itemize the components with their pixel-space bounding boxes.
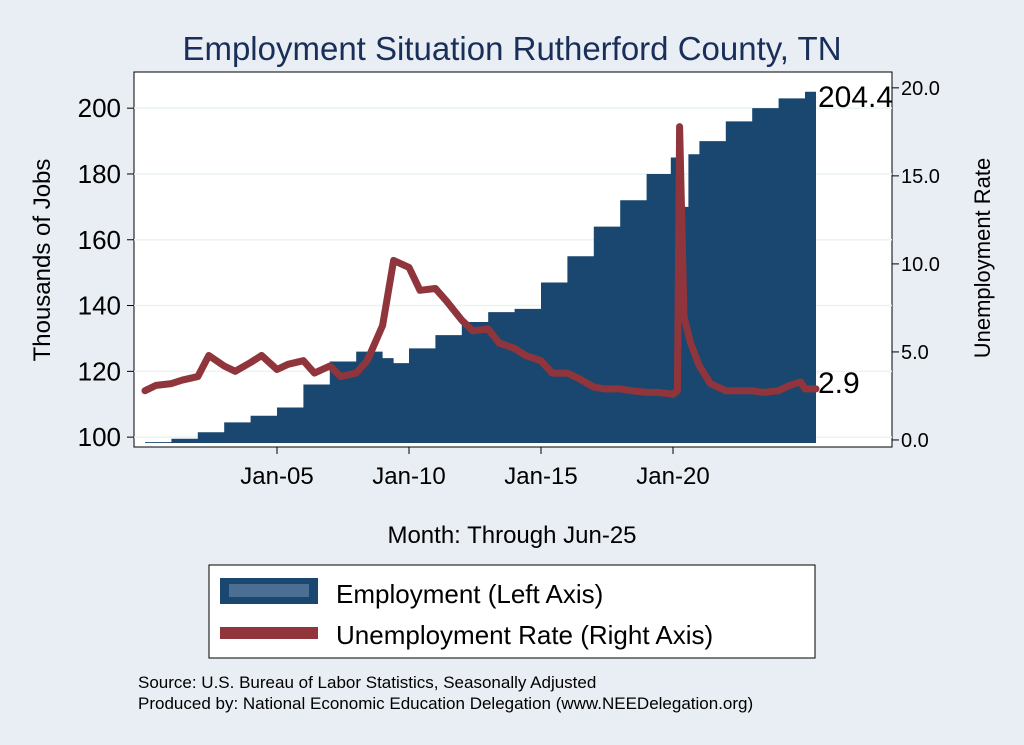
right-tick-label: 20.0 [901, 78, 940, 100]
left-axis-title: Thousands of Jobs [29, 159, 56, 362]
x-tick-label: Jan-20 [636, 463, 709, 490]
legend-label-employment: Employment (Left Axis) [336, 579, 603, 609]
source-note: Source: U.S. Bureau of Labor Statistics,… [138, 673, 596, 692]
right-tick-label: 15.0 [901, 166, 940, 188]
right-tick-label: 0.0 [901, 430, 929, 452]
left-tick-label: 140 [78, 291, 121, 321]
right-axis: 0.0 5.0 10.0 15.0 20.0 [892, 78, 940, 452]
x-tick-label: Jan-15 [504, 463, 577, 490]
left-tick-label: 160 [78, 225, 121, 255]
right-tick-label: 10.0 [901, 254, 940, 276]
left-tick-label: 180 [78, 159, 121, 189]
employment-area-series [145, 91, 816, 444]
chart-title: Employment Situation Rutherford County, … [182, 30, 841, 67]
legend-label-unemployment: Unemployment Rate (Right Axis) [336, 620, 713, 650]
left-tick-label: 100 [78, 422, 121, 452]
employment-end-label: 204.4 [818, 81, 893, 114]
legend-swatch-unemployment [220, 627, 318, 639]
produced-by-note: Produced by: National Economic Education… [138, 694, 753, 713]
left-axis: 100 120 140 160 180 200 [78, 93, 134, 452]
x-axis-title: Month: Through Jun-25 [387, 522, 636, 549]
x-tick-label: Jan-10 [372, 463, 445, 490]
right-tick-label: 5.0 [901, 342, 929, 364]
employment-area [145, 91, 816, 444]
unemployment-end-label: 2.9 [818, 367, 860, 400]
left-tick-label: 200 [78, 93, 121, 123]
legend-swatch-employment-inner [229, 584, 309, 597]
left-tick-label: 120 [78, 356, 121, 386]
unemployment-line [141, 123, 820, 398]
x-tick-label: Jan-05 [240, 463, 313, 490]
right-axis-title: Unemployment Rate [970, 158, 995, 359]
unemployment-line-series [141, 123, 820, 398]
x-axis: Jan-05 Jan-10 Jan-15 Jan-20 [240, 447, 710, 490]
